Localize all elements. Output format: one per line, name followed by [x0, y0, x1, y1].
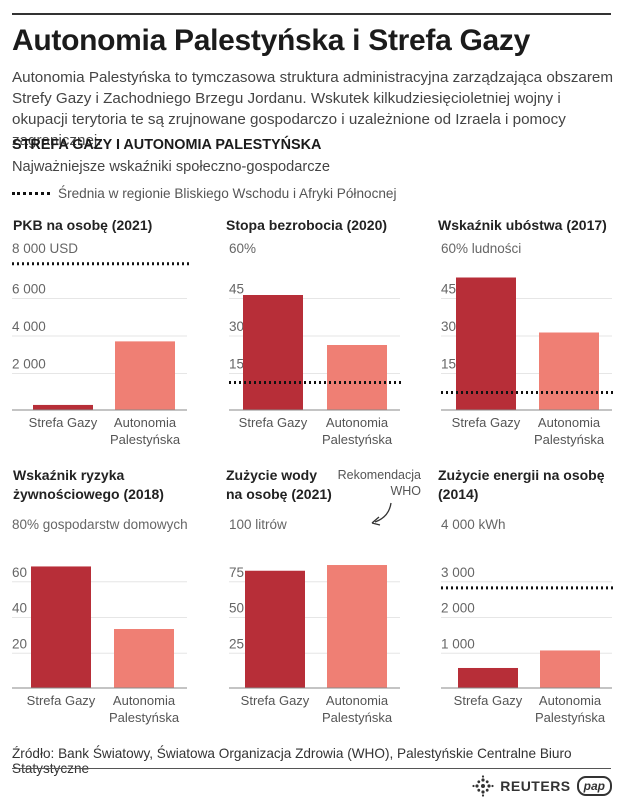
- axis-unit-label: 60%: [229, 241, 256, 256]
- axis-unit-label: 80% gospodarstw domowych: [12, 517, 188, 532]
- section-title: STREFA GAZY I AUTONOMIA PALESTYŃSKA: [12, 137, 322, 153]
- category-label: Palestyńska: [109, 710, 180, 725]
- category-label: Palestyńska: [322, 710, 393, 725]
- tick-label: 45: [229, 282, 244, 297]
- tick-label: 15: [229, 357, 244, 372]
- chart-title: na osobę (2021): [226, 486, 332, 502]
- chart-title: Zużycie wody: [226, 467, 317, 483]
- annotation-arrowhead: [371, 516, 381, 526]
- chart-title: (2014): [438, 486, 478, 502]
- intro-text: Autonomia Palestyńska to tymczasowa stru…: [12, 69, 614, 149]
- category-label: Strefa Gazy: [27, 693, 96, 708]
- bar-gaza: [245, 570, 305, 688]
- category-label: Strefa Gazy: [241, 693, 310, 708]
- tick-label: 45: [441, 282, 456, 297]
- category-label: Strefa Gazy: [239, 415, 308, 430]
- legend: Średnia w regionie Bliskiego Wschodu i A…: [12, 186, 397, 201]
- chart-title: Zużycie energii na osobę: [438, 467, 605, 483]
- section-subtitle: Najważniejsze wskaźniki społeczno-gospod…: [12, 159, 330, 175]
- tick-label: 15: [441, 357, 456, 372]
- bar-gaza: [31, 566, 91, 688]
- tick-label: 4 000: [12, 319, 46, 334]
- logos: REUTERS pap: [472, 775, 612, 797]
- tick-label: 40: [12, 601, 27, 616]
- reuters-logo-icon: [472, 775, 494, 797]
- chart-title: Wskaźnik ubóstwa (2017): [438, 217, 607, 233]
- bar-gaza: [458, 667, 518, 688]
- category-label: Autonomia: [113, 693, 176, 708]
- chart-title: Wskaźnik ryzyka: [13, 467, 124, 483]
- source-note: Źródło: Bank Światowy, Światowa Organiza…: [12, 746, 572, 776]
- category-label: Palestyńska: [534, 432, 605, 447]
- bar-gaza: [243, 295, 303, 410]
- bar-gaza: [456, 277, 516, 410]
- tick-label: 20: [12, 636, 27, 651]
- tick-label: 25: [229, 636, 244, 651]
- bar-pa: [327, 565, 387, 688]
- category-label: Palestyńska: [110, 432, 181, 447]
- category-label: Autonomia: [326, 693, 389, 708]
- bar-pa: [540, 650, 600, 688]
- chart-title: PKB na osobę (2021): [13, 217, 152, 233]
- tick-label: 2 000: [441, 601, 475, 616]
- tick-label: 60: [12, 565, 27, 580]
- tick-label: 30: [229, 319, 244, 334]
- chart-title: żywnościowego (2018): [13, 486, 164, 502]
- top-rule: [12, 13, 611, 15]
- bar-pa: [327, 345, 387, 410]
- axis-unit-label: 4 000 kWh: [441, 517, 506, 532]
- axis-unit-label: 100 litrów: [229, 517, 287, 532]
- reuters-logo-text: REUTERS: [500, 778, 571, 794]
- bar-pa: [114, 629, 174, 688]
- category-label: Autonomia: [326, 415, 389, 430]
- bar-gaza: [33, 404, 93, 410]
- tick-label: 3 000: [441, 565, 475, 580]
- annotation-text: WHO: [390, 484, 421, 498]
- tick-label: 50: [229, 601, 244, 616]
- category-label: Palestyńska: [322, 432, 393, 447]
- bar-pa: [539, 332, 599, 410]
- legend-label: Średnia w regionie Bliskiego Wschodu i A…: [58, 186, 397, 201]
- category-label: Strefa Gazy: [454, 693, 523, 708]
- category-label: Autonomia: [539, 693, 602, 708]
- tick-label: 1 000: [441, 636, 475, 651]
- bar-pa: [115, 341, 175, 410]
- page-title: Autonomia Palestyńska i Strefa Gazy: [12, 24, 531, 57]
- category-label: Strefa Gazy: [452, 415, 521, 430]
- axis-unit-label: 60% ludności: [441, 241, 521, 256]
- chart-title: Stopa bezrobocia (2020): [226, 217, 387, 233]
- category-label: Palestyńska: [535, 710, 606, 725]
- category-label: Strefa Gazy: [29, 415, 98, 430]
- tick-label: 75: [229, 565, 244, 580]
- legend-dotted-line: [12, 192, 50, 195]
- annotation-text: Rekomendacja: [338, 468, 421, 482]
- bottom-rule: [12, 768, 611, 769]
- pap-logo: pap: [576, 776, 612, 796]
- category-label: Autonomia: [538, 415, 601, 430]
- axis-unit-label: 8 000 USD: [12, 241, 78, 256]
- tick-label: 2 000: [12, 357, 46, 372]
- category-label: Autonomia: [114, 415, 177, 430]
- annotation-arrow: [374, 502, 392, 523]
- tick-label: 30: [441, 319, 456, 334]
- tick-label: 6 000: [12, 282, 46, 297]
